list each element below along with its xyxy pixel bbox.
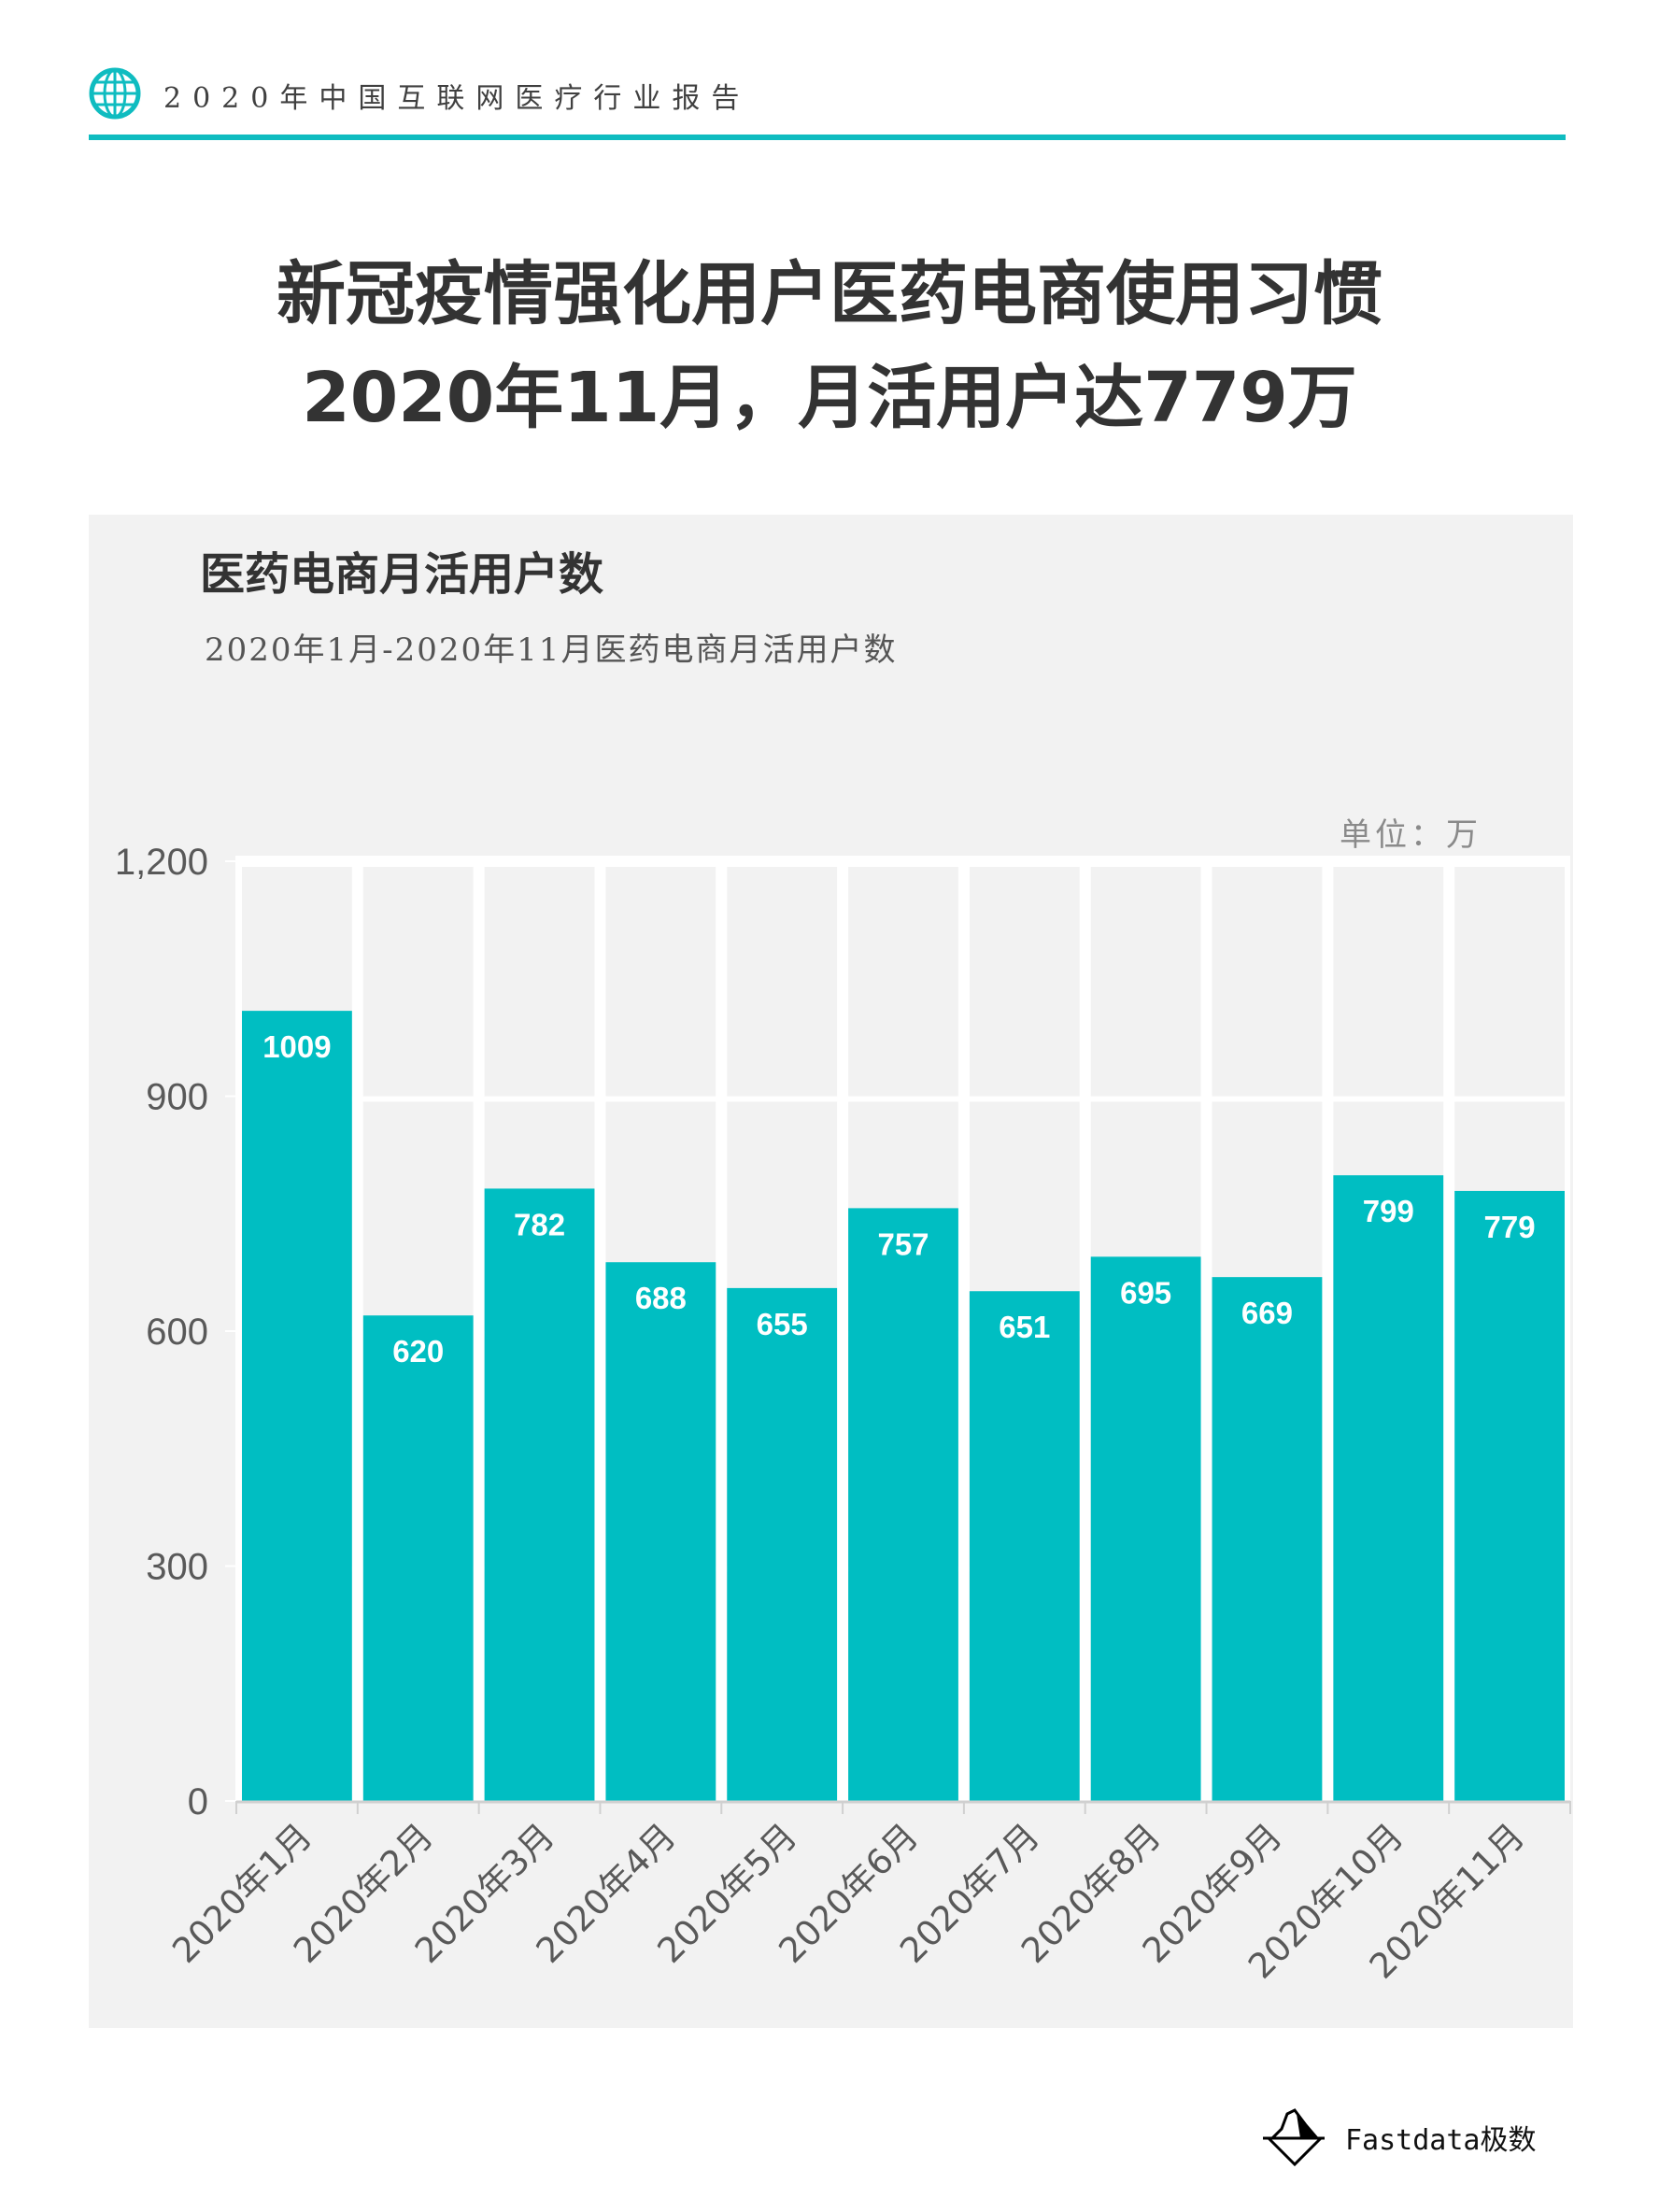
column-background xyxy=(848,867,958,1097)
column-background xyxy=(969,867,1080,1097)
page-title-line1: 新冠疫情强化用户医药电商使用习惯 xyxy=(276,254,1382,334)
page-title-line2: 2020年11月，月活用户达779万 xyxy=(302,358,1357,438)
unit-label: 单位：万 xyxy=(1340,816,1482,854)
y-tick-label: 600 xyxy=(146,1312,208,1353)
column-background xyxy=(727,867,838,1097)
data-label: 1009 xyxy=(262,1029,331,1064)
bar xyxy=(1454,1190,1565,1801)
bar xyxy=(1212,1277,1323,1801)
globe-icon xyxy=(89,67,141,120)
column-background xyxy=(1333,867,1444,1097)
chart-subtitle: 2020年1月-2020年11月医药电商月活用户数 xyxy=(205,631,898,669)
column-background xyxy=(605,867,716,1097)
data-label: 695 xyxy=(1120,1275,1171,1310)
header-divider xyxy=(89,135,1566,140)
chart-title: 医药电商月活用户数 xyxy=(200,548,604,601)
bar xyxy=(605,1262,716,1801)
column-background xyxy=(484,867,595,1097)
report-title: 2020年中国互联网医疗行业报告 xyxy=(163,82,751,115)
data-label: 779 xyxy=(1484,1210,1536,1244)
column-background xyxy=(1454,867,1565,1097)
bar xyxy=(362,1315,474,1801)
data-label: 651 xyxy=(999,1310,1050,1344)
bar xyxy=(848,1208,958,1801)
data-label: 669 xyxy=(1241,1296,1293,1330)
data-label: 620 xyxy=(392,1334,444,1368)
iceberg-logo-icon xyxy=(1263,2108,1325,2167)
data-label: 757 xyxy=(877,1227,929,1261)
y-tick-label: 1,200 xyxy=(115,842,208,883)
bar xyxy=(1090,1256,1201,1801)
data-label: 782 xyxy=(514,1207,565,1241)
column-background xyxy=(1090,867,1201,1097)
fastdata-logo: Fastdata极数 xyxy=(1261,2106,1537,2168)
bar xyxy=(242,1011,352,1801)
data-label: 688 xyxy=(635,1281,687,1315)
bar xyxy=(1333,1175,1444,1801)
y-tick-label: 300 xyxy=(146,1547,208,1588)
y-tick-label: 900 xyxy=(146,1077,208,1118)
data-label: 655 xyxy=(757,1307,808,1341)
bar xyxy=(969,1291,1080,1801)
brand-name: Fastdata极数 xyxy=(1345,2124,1537,2157)
column-background xyxy=(362,867,474,1097)
column-background xyxy=(362,1101,474,1331)
column-background xyxy=(1212,867,1323,1097)
y-tick-label: 0 xyxy=(188,1781,208,1822)
data-label: 799 xyxy=(1363,1194,1414,1228)
bar xyxy=(727,1287,838,1801)
bar xyxy=(484,1188,595,1801)
